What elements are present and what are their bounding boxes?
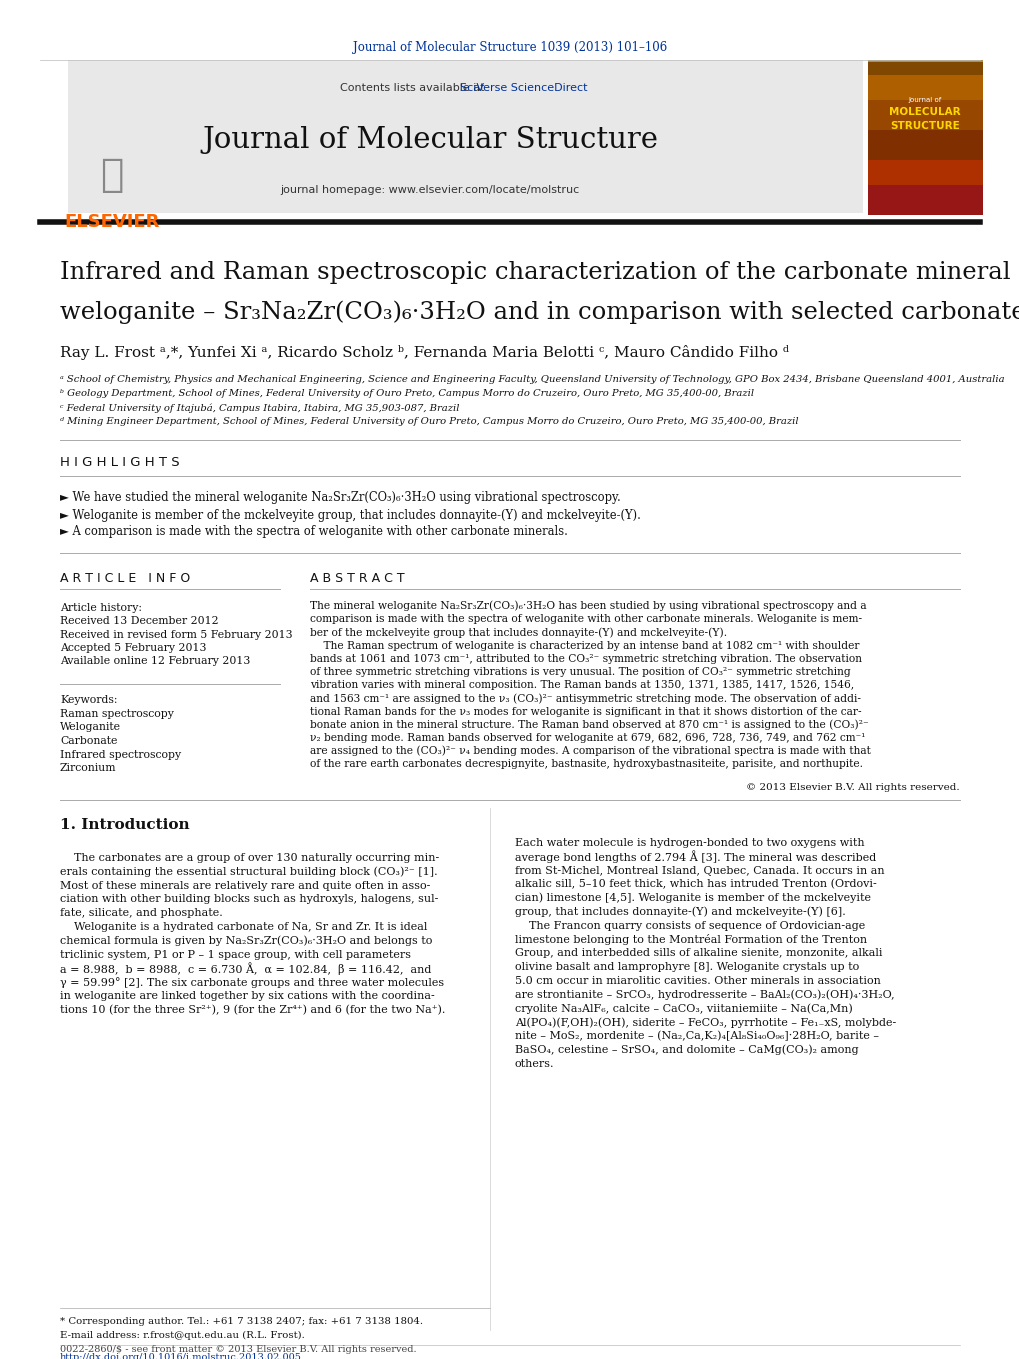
Text: 🌳: 🌳 (100, 156, 123, 194)
Text: vibration varies with mineral composition. The Raman bands at 1350, 1371, 1385, : vibration varies with mineral compositio… (310, 681, 853, 690)
Text: tions 10 (for the three Sr²⁺), 9 (for the Zr⁴⁺) and 6 (for the two Na⁺).: tions 10 (for the three Sr²⁺), 9 (for th… (60, 1004, 445, 1015)
Text: A R T I C L E   I N F O: A R T I C L E I N F O (60, 572, 191, 584)
Text: olivine basalt and lamprophyre [8]. Weloganite crystals up to: olivine basalt and lamprophyre [8]. Welo… (515, 962, 858, 972)
Text: Weloganite: Weloganite (60, 723, 121, 733)
Bar (867, 101, 982, 130)
Text: of three symmetric stretching vibrations is very unusual. The position of CO₃²⁻ : of three symmetric stretching vibrations… (310, 667, 850, 677)
Text: 1. Introduction: 1. Introduction (60, 818, 190, 832)
Text: cian) limestone [4,5]. Weloganite is member of the mckelveyite: cian) limestone [4,5]. Weloganite is mem… (515, 893, 870, 904)
Text: E-mail address: r.frost@qut.edu.au (R.L. Frost).: E-mail address: r.frost@qut.edu.au (R.L.… (60, 1330, 305, 1340)
Text: BaSO₄, celestine – SrSO₄, and dolomite – CaMg(CO₃)₂ among: BaSO₄, celestine – SrSO₄, and dolomite –… (515, 1045, 858, 1056)
Text: Raman spectroscopy: Raman spectroscopy (60, 709, 173, 719)
Text: 5.0 cm occur in miarolitic cavities. Other minerals in association: 5.0 cm occur in miarolitic cavities. Oth… (515, 976, 880, 987)
Text: Received 13 December 2012: Received 13 December 2012 (60, 616, 218, 626)
Text: * Corresponding author. Tel.: +61 7 3138 2407; fax: +61 7 3138 1804.: * Corresponding author. Tel.: +61 7 3138… (60, 1317, 423, 1326)
Text: triclinic system, P1 or P – 1 space group, with cell parameters: triclinic system, P1 or P – 1 space grou… (60, 950, 411, 959)
Bar (867, 63, 982, 215)
Text: from St-Michel, Montreal Island, Quebec, Canada. It occurs in an: from St-Michel, Montreal Island, Quebec,… (515, 866, 883, 875)
Text: The mineral weloganite Na₂Sr₃Zr(CO₃)₆·3H₂O has been studied by using vibrational: The mineral weloganite Na₂Sr₃Zr(CO₃)₆·3H… (310, 601, 866, 612)
Text: tional Raman bands for the ν₃ modes for weloganite is significant in that it sho: tional Raman bands for the ν₃ modes for … (310, 707, 861, 716)
Text: ν₂ bending mode. Raman bands observed for weloganite at 679, 682, 696, 728, 736,: ν₂ bending mode. Raman bands observed fo… (310, 733, 864, 743)
Text: ► Weloganite is member of the mckelveyite group, that includes donnayite-(Y) and: ► Weloganite is member of the mckelveyit… (60, 508, 640, 522)
Text: bonate anion in the mineral structure. The Raman band observed at 870 cm⁻¹ is as: bonate anion in the mineral structure. T… (310, 719, 868, 730)
Text: chemical formula is given by Na₂Sr₃Zr(CO₃)₆·3H₂O and belongs to: chemical formula is given by Na₂Sr₃Zr(CO… (60, 935, 432, 946)
Text: ᵃ School of Chemistry, Physics and Mechanical Engineering, Science and Engineeri: ᵃ School of Chemistry, Physics and Mecha… (60, 375, 1004, 385)
Text: others.: others. (515, 1059, 554, 1068)
Text: Journal of Molecular Structure: Journal of Molecular Structure (202, 126, 657, 154)
Bar (867, 185, 982, 215)
Text: STRUCTURE: STRUCTURE (890, 121, 959, 130)
Bar (867, 60, 982, 75)
Text: ► We have studied the mineral weloganite Na₂Sr₃Zr(CO₃)₆·3H₂O using vibrational s: ► We have studied the mineral weloganite… (60, 492, 621, 504)
Text: Received in revised form 5 February 2013: Received in revised form 5 February 2013 (60, 629, 292, 640)
Text: γ = 59.99° [2]. The six carbonate groups and three water molecules: γ = 59.99° [2]. The six carbonate groups… (60, 977, 443, 988)
Text: http://dx.doi.org/10.1016/j.molstruc.2013.02.005: http://dx.doi.org/10.1016/j.molstruc.201… (60, 1352, 302, 1359)
Text: Infrared spectroscopy: Infrared spectroscopy (60, 750, 181, 760)
Bar (867, 130, 982, 160)
Text: ᶜ Federal University of Itajubá, Campus Itabira, Itabira, MG 35,903-087, Brazil: ᶜ Federal University of Itajubá, Campus … (60, 404, 459, 413)
Text: Journal of Molecular Structure 1039 (2013) 101–106: Journal of Molecular Structure 1039 (201… (353, 42, 666, 54)
Text: ᵇ Geology Department, School of Mines, Federal University of Ouro Preto, Campus : ᵇ Geology Department, School of Mines, F… (60, 390, 753, 398)
Text: cryolite Na₃AlF₆, calcite – CaCO₃, viitaniemiite – Na(Ca,Mn): cryolite Na₃AlF₆, calcite – CaCO₃, viita… (515, 1003, 852, 1014)
Text: MOLECULAR: MOLECULAR (889, 107, 960, 117)
Bar (867, 160, 982, 185)
Text: Accepted 5 February 2013: Accepted 5 February 2013 (60, 643, 206, 654)
Text: of the rare earth carbonates decrespignyite, bastnasite, hydroxybastnasiteite, p: of the rare earth carbonates decrespigny… (310, 760, 862, 769)
Text: ber of the mckelveyite group that includes donnayite-(Y) and mckelveyite-(Y).: ber of the mckelveyite group that includ… (310, 626, 727, 637)
Text: average bond lengths of 2.794 Å [3]. The mineral was described: average bond lengths of 2.794 Å [3]. The… (515, 851, 875, 863)
Text: Infrared and Raman spectroscopic characterization of the carbonate mineral: Infrared and Raman spectroscopic charact… (60, 261, 1010, 284)
Text: are assigned to the (CO₃)²⁻ ν₄ bending modes. A comparison of the vibrational sp: are assigned to the (CO₃)²⁻ ν₄ bending m… (310, 746, 870, 757)
Text: journal homepage: www.elsevier.com/locate/molstruc: journal homepage: www.elsevier.com/locat… (280, 185, 579, 194)
Text: Most of these minerals are relatively rare and quite often in asso-: Most of these minerals are relatively ra… (60, 881, 430, 890)
Text: Available online 12 February 2013: Available online 12 February 2013 (60, 656, 250, 666)
Text: Zirconium: Zirconium (60, 762, 116, 773)
Bar (62, 135, 162, 215)
Text: ᵈ Mining Engineer Department, School of Mines, Federal University of Ouro Preto,: ᵈ Mining Engineer Department, School of … (60, 417, 798, 427)
Text: Carbonate: Carbonate (60, 737, 117, 746)
Text: fate, silicate, and phosphate.: fate, silicate, and phosphate. (60, 908, 222, 919)
Text: ciation with other building blocks such as hydroxyls, halogens, sul-: ciation with other building blocks such … (60, 894, 438, 904)
Text: SciVerse ScienceDirect: SciVerse ScienceDirect (460, 83, 587, 92)
Text: The Francon quarry consists of sequence of Ordovician-age: The Francon quarry consists of sequence … (515, 921, 864, 931)
Text: ELSEVIER: ELSEVIER (64, 213, 160, 231)
Text: are strontianite – SrCO₃, hydrodresserite – BaAl₂(CO₃)₂(OH)₄·3H₂O,: are strontianite – SrCO₃, hydrodresserit… (515, 989, 894, 1000)
Text: limestone belonging to the Montréal Formation of the Trenton: limestone belonging to the Montréal Form… (515, 934, 866, 945)
Text: and 1563 cm⁻¹ are assigned to the ν₃ (CO₃)²⁻ antisymmetric stretching mode. The : and 1563 cm⁻¹ are assigned to the ν₃ (CO… (310, 693, 860, 704)
Text: Each water molecule is hydrogen-bonded to two oxygens with: Each water molecule is hydrogen-bonded t… (515, 839, 864, 848)
Text: H I G H L I G H T S: H I G H L I G H T S (60, 457, 179, 469)
Text: erals containing the essential structural building block (CO₃)²⁻ [1].: erals containing the essential structura… (60, 867, 437, 877)
Text: alkalic sill, 5–10 feet thick, which has intruded Trenton (Ordovi-: alkalic sill, 5–10 feet thick, which has… (515, 879, 876, 890)
Text: The Raman spectrum of weloganite is characterized by an intense band at 1082 cm⁻: The Raman spectrum of weloganite is char… (310, 640, 859, 651)
Text: Journal of: Journal of (908, 96, 941, 103)
Text: The carbonates are a group of over 130 naturally occurring min-: The carbonates are a group of over 130 n… (60, 853, 439, 863)
Bar (867, 75, 982, 101)
Text: in weloganite are linked together by six cations with the coordina-: in weloganite are linked together by six… (60, 991, 434, 1002)
Text: weloganite – Sr₃Na₂Zr(CO₃)₆·3H₂O and in comparison with selected carbonates: weloganite – Sr₃Na₂Zr(CO₃)₆·3H₂O and in … (60, 300, 1019, 323)
Text: Article history:: Article history: (60, 603, 142, 613)
Text: a = 8.988,  b = 8988,  c = 6.730 Å,  α = 102.84,  β = 116.42,  and: a = 8.988, b = 8988, c = 6.730 Å, α = 10… (60, 962, 431, 974)
Text: Al(PO₄)(F,OH)₂(OH), siderite – FeCO₃, pyrrhotite – Fe₁₋xS, molybde-: Al(PO₄)(F,OH)₂(OH), siderite – FeCO₃, py… (515, 1017, 896, 1027)
Bar (68, 60, 862, 213)
Text: Weloganite is a hydrated carbonate of Na, Sr and Zr. It is ideal: Weloganite is a hydrated carbonate of Na… (60, 921, 427, 932)
Text: comparison is made with the spectra of weloganite with other carbonate minerals.: comparison is made with the spectra of w… (310, 614, 861, 624)
Text: Keywords:: Keywords: (60, 694, 117, 705)
Text: Contents lists available at: Contents lists available at (339, 83, 487, 92)
Text: 0022-2860/$ - see front matter © 2013 Elsevier B.V. All rights reserved.: 0022-2860/$ - see front matter © 2013 El… (60, 1345, 416, 1355)
Text: Group, and interbedded sills of alkaline sienite, monzonite, alkali: Group, and interbedded sills of alkaline… (515, 949, 881, 958)
Text: ► A comparison is made with the spectra of weloganite with other carbonate miner: ► A comparison is made with the spectra … (60, 526, 568, 538)
Text: nite – MoS₂, mordenite – (Na₂,Ca,K₂)₄[Al₈Si₄₀O₉₆]·28H₂O, barite –: nite – MoS₂, mordenite – (Na₂,Ca,K₂)₄[Al… (515, 1031, 878, 1041)
Text: Ray L. Frost ᵃ,*, Yunfei Xi ᵃ, Ricardo Scholz ᵇ, Fernanda Maria Belotti ᶜ, Mauro: Ray L. Frost ᵃ,*, Yunfei Xi ᵃ, Ricardo S… (60, 345, 789, 360)
Text: bands at 1061 and 1073 cm⁻¹, attributed to the CO₃²⁻ symmetric stretching vibrat: bands at 1061 and 1073 cm⁻¹, attributed … (310, 654, 861, 663)
Text: © 2013 Elsevier B.V. All rights reserved.: © 2013 Elsevier B.V. All rights reserved… (746, 783, 959, 791)
Text: group, that includes donnayite-(Y) and mckelveyite-(Y) [6].: group, that includes donnayite-(Y) and m… (515, 906, 845, 917)
Text: A B S T R A C T: A B S T R A C T (310, 572, 405, 584)
